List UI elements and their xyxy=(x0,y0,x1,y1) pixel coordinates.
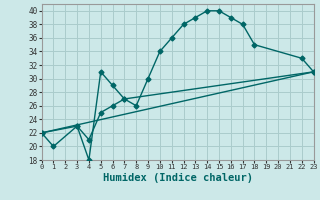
X-axis label: Humidex (Indice chaleur): Humidex (Indice chaleur) xyxy=(103,173,252,183)
